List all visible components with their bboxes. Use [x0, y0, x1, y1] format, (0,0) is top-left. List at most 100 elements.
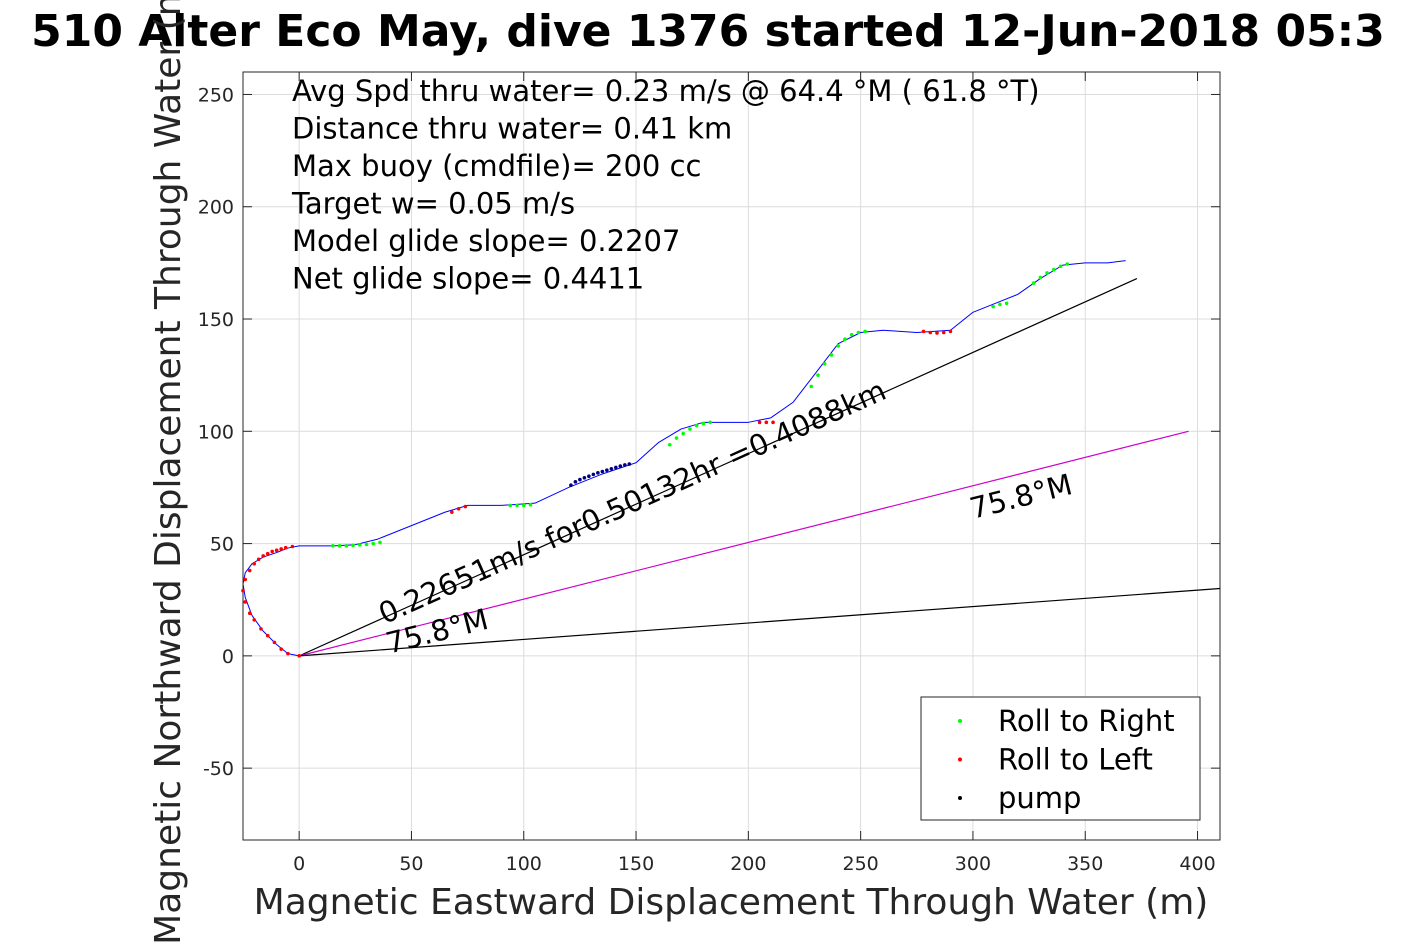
grid: [243, 72, 1220, 840]
y-tick-label: 200: [198, 197, 234, 219]
roll-left-point: [456, 506, 461, 511]
roll-right-point: [681, 431, 686, 436]
roll-right-point: [708, 420, 712, 425]
roll-left-point: [259, 627, 263, 631]
roll-right-point: [1051, 267, 1056, 272]
pump-point: [627, 462, 632, 466]
roll-left-point: [272, 640, 277, 645]
series-group: [243, 260, 1220, 657]
y-axis-label: Magnetic Northward Displacement Through …: [148, 0, 189, 945]
roll-left-point: [757, 420, 762, 425]
roll-right-point: [337, 544, 342, 548]
roll-left-point: [921, 329, 926, 334]
x-tick-label: 400: [1179, 853, 1215, 875]
roll-left-point: [935, 331, 939, 335]
roll-right-point: [856, 330, 861, 335]
roll-right-point: [515, 503, 519, 508]
info-line: Target w= 0.05 m/s: [291, 187, 575, 221]
roll-right-point: [694, 423, 699, 428]
x-tick-label: 150: [618, 853, 654, 875]
info-line: Distance thru water= 0.41 km: [292, 112, 732, 146]
roll-left-point: [297, 654, 301, 658]
chart-title: 510 Alter Eco May, dive 1376 started 12-…: [31, 6, 1385, 57]
roll-right-point: [816, 373, 820, 377]
roll-right-point: [528, 502, 533, 507]
legend-marker: [958, 719, 962, 723]
roll-left-point: [265, 551, 270, 556]
legend-box: [920, 696, 1201, 821]
x-tick-label: 350: [1067, 853, 1103, 875]
roll-right-point: [508, 503, 513, 508]
roll-left-point: [274, 548, 279, 553]
roll-left-point: [463, 504, 468, 509]
info-line: Net glide slope= 0.4411: [292, 262, 644, 296]
pump-point: [623, 463, 627, 467]
roll-right-point: [1045, 271, 1049, 275]
roll-right-point: [351, 543, 355, 548]
roll-right-point: [364, 542, 369, 547]
info-text-block: Avg Spd thru water= 0.23 m/s @ 64.4 °M (…: [291, 74, 1040, 296]
annotations: 0.22651m/s for0.50132hr =0.4088km75.8°M7…: [373, 373, 1075, 660]
roll-left-point: [283, 545, 288, 550]
legend-label: pump: [998, 781, 1081, 815]
roll-left-point: [256, 557, 261, 562]
y-tick-label: 100: [198, 421, 234, 443]
x-tick-label: 250: [843, 853, 879, 875]
roll-right-point: [849, 332, 854, 337]
y-tick-label: 0: [222, 646, 234, 668]
x-axis-label: Magnetic Eastward Displacement Through W…: [254, 882, 1209, 923]
roll-right-point: [701, 421, 706, 426]
roll-right-point: [1004, 301, 1009, 306]
roll-left-point: [771, 420, 775, 425]
roll-right-point: [836, 344, 840, 348]
legend-marker: [958, 796, 962, 800]
roll-left-point: [270, 549, 274, 554]
x-ticks: 0 50 100 150 200 250 300 350 400: [293, 72, 1216, 875]
roll-left-point: [241, 588, 245, 593]
roll-right-point: [822, 362, 827, 366]
info-line: Model glide slope= 0.2207: [292, 224, 680, 258]
legend-label: Roll to Right: [998, 704, 1175, 738]
roll-right-point: [688, 427, 692, 431]
roll-right-point: [809, 384, 814, 389]
reference-line: [299, 587, 1220, 657]
roll-right-point: [991, 304, 995, 309]
roll-right-point: [1031, 281, 1036, 285]
x-tick-label: 200: [730, 853, 766, 875]
roll-left-point: [243, 577, 248, 582]
roll-left-point: [279, 547, 283, 551]
roll-right-point: [357, 543, 362, 547]
pump-point: [596, 471, 600, 475]
roll-left-point: [948, 329, 953, 334]
roll-right-point: [674, 436, 679, 440]
heading-line: [299, 430, 1189, 657]
roll-right-point: [1058, 264, 1063, 269]
roll-left-point: [450, 510, 454, 514]
x-tick-label: 300: [955, 853, 991, 875]
pump-point: [582, 475, 587, 480]
roll-right-point: [998, 302, 1002, 307]
roll-right-point: [843, 337, 847, 342]
roll-left-point: [243, 600, 248, 604]
pump-point: [587, 474, 591, 479]
pump-point: [609, 467, 614, 471]
roll-left-point: [286, 651, 290, 656]
roll-right-point: [331, 544, 335, 548]
y-ticks: -50 0 50 100 150 200 250: [198, 84, 1220, 780]
roll-right-point: [378, 540, 382, 545]
roll-left-point: [265, 633, 270, 638]
line-annotation: 75.8°M: [966, 467, 1075, 525]
roll-left-point: [941, 330, 946, 335]
roll-left-point: [252, 561, 257, 566]
roll-left-point: [928, 330, 933, 335]
roll-right-point: [863, 329, 867, 334]
pump-point: [600, 469, 605, 474]
roll-left-point: [290, 544, 295, 549]
roll-right-point: [829, 353, 834, 357]
line-annotation: 0.22651m/s for0.50132hr =0.4088km: [373, 373, 891, 631]
roll-left-point: [279, 647, 283, 651]
pump-point: [614, 465, 618, 470]
legend-marker: [958, 757, 962, 762]
x-tick-label: 50: [399, 853, 423, 875]
